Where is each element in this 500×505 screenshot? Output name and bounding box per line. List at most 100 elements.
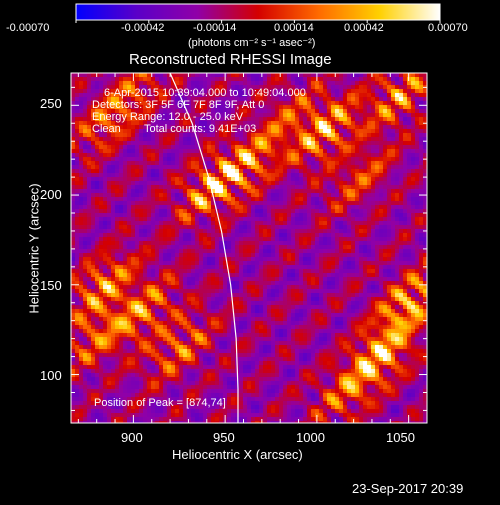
heatmap-cell [239,121,244,126]
heatmap-cell [103,161,108,166]
heatmap-cell [223,165,228,170]
heatmap-cell [215,145,220,150]
heatmap-cell [215,173,220,178]
heatmap-cell [267,85,272,90]
heatmap-cell [235,77,240,82]
heatmap-cell [351,169,356,174]
heatmap-cell [331,149,336,154]
heatmap-cell [299,253,304,258]
heatmap-cell [255,273,260,278]
heatmap-cell [343,269,348,274]
heatmap-cell [207,173,212,178]
heatmap-cell [383,165,388,170]
heatmap-cell [123,169,128,174]
heatmap-cell [343,153,348,158]
heatmap-cell [143,189,148,194]
heatmap-cell [99,185,104,190]
heatmap-cell [123,109,128,114]
heatmap-cell [303,293,308,298]
heatmap-cell [347,105,352,110]
heatmap-cell [371,153,376,158]
heatmap-cell [195,237,200,242]
heatmap-cell [335,193,340,198]
heatmap-cell [379,265,384,270]
heatmap-cell [139,97,144,102]
heatmap-cell [391,221,396,226]
heatmap-cell [183,73,188,78]
heatmap-cell [363,173,368,178]
heatmap-cell [163,149,168,154]
heatmap-cell [83,185,88,190]
heatmap-cell [87,93,92,98]
heatmap-cell [143,133,148,138]
heatmap-cell [367,89,372,94]
heatmap-cell [391,285,396,290]
heatmap-cell [359,129,364,134]
heatmap-cell [175,289,180,294]
heatmap-cell [187,245,192,250]
heatmap-cell [111,213,116,218]
heatmap-cell [187,157,192,162]
heatmap-cell [151,197,156,202]
heatmap-cell [187,153,192,158]
heatmap-cell [139,177,144,182]
heatmap-cell [151,145,156,150]
heatmap-cell [375,289,380,294]
heatmap-cell [203,193,208,198]
heatmap-cell [399,281,404,286]
heatmap-cell [339,273,344,278]
heatmap-cell [227,281,232,286]
heatmap-cell [371,77,376,82]
heatmap-cell [219,161,224,166]
heatmap-cell [247,161,252,166]
heatmap-cell [323,117,328,122]
heatmap-cell [231,173,236,178]
heatmap-cell [139,237,144,242]
heatmap-cell [75,97,80,102]
heatmap-cell [411,121,416,126]
heatmap-cell [163,205,168,210]
heatmap-cell [407,149,412,154]
heatmap-cell [383,245,388,250]
heatmap-cell [163,81,168,86]
heatmap-cell [163,77,168,82]
heatmap-cell [163,293,168,298]
heatmap-cell [311,245,316,250]
heatmap-cell [367,281,372,286]
heatmap-cell [79,289,84,294]
heatmap-cell [155,137,160,142]
heatmap-cell [391,77,396,82]
heatmap-cell [231,125,236,130]
heatmap-cell [95,233,100,238]
heatmap-cell [91,73,96,78]
heatmap-cell [383,77,388,82]
heatmap-cell [175,121,180,126]
heatmap-cell [375,233,380,238]
heatmap-cell [387,201,392,206]
heatmap-cell [251,209,256,214]
heatmap-cell [219,105,224,110]
heatmap-cell [279,113,284,118]
heatmap-cell [415,265,420,270]
heatmap-cell [107,297,112,302]
heatmap-cell [323,281,328,286]
heatmap-cell [391,225,396,230]
heatmap-cell [175,105,180,110]
heatmap-cell [395,113,400,118]
heatmap-cell [295,161,300,166]
heatmap-cell [395,169,400,174]
heatmap-cell [399,253,404,258]
heatmap-cell [399,145,404,150]
heatmap-cell [351,241,356,246]
heatmap-cell [383,185,388,190]
heatmap-cell [291,117,296,122]
heatmap-cell [407,137,412,142]
heatmap-cell [295,229,300,234]
heatmap-cell [387,197,392,202]
heatmap-cell [75,73,80,78]
heatmap-cell [319,289,324,294]
heatmap-cell [331,269,336,274]
heatmap-cell [127,289,132,294]
heatmap-cell [111,105,116,110]
heatmap-cell [203,289,208,294]
